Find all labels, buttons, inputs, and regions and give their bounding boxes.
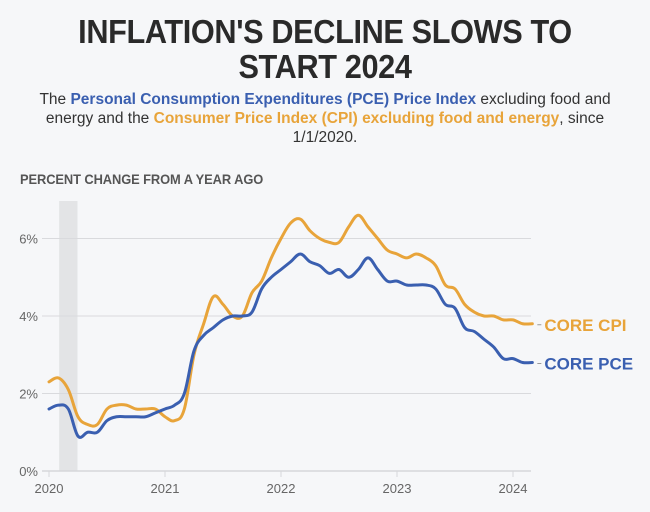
x-tick-label: 2020 bbox=[35, 481, 64, 496]
core-cpi-line bbox=[47, 213, 534, 428]
core-cpi-end-label: CORE CPI bbox=[544, 316, 626, 335]
end-labels: CORE CPI CORE PCE bbox=[537, 316, 633, 374]
x-tick-label: 2021 bbox=[151, 481, 180, 496]
x-tick-label: 2022 bbox=[267, 481, 296, 496]
chart-title-line2: START 2024 bbox=[238, 48, 412, 85]
gridlines bbox=[42, 238, 531, 472]
core-pce-end-label: CORE PCE bbox=[544, 355, 633, 374]
y-axis-ticks: 0% 2% 4% 6% bbox=[19, 232, 38, 480]
chart-title: INFLATION'S DECLINE SLOWS TO START 2024 bbox=[23, 14, 628, 84]
chart-subtitle: The Personal Consumption Expenditures (P… bbox=[25, 90, 625, 147]
x-axis: 2020 2021 2022 2023 2024 bbox=[35, 471, 528, 496]
x-tick-label: 2023 bbox=[383, 481, 412, 496]
y-axis-label: PERCENT CHANGE FROM A YEAR AGO bbox=[20, 171, 264, 187]
y-tick-label: 4% bbox=[19, 309, 38, 324]
core-pce-line bbox=[47, 252, 534, 439]
subtitle-text: , since 1/1/2020. bbox=[292, 110, 605, 146]
subtitle-text: The bbox=[39, 91, 71, 108]
chart-title-line1: INFLATION'S DECLINE SLOWS TO bbox=[78, 13, 572, 50]
y-tick-label: 2% bbox=[19, 387, 38, 402]
series-lines bbox=[47, 213, 534, 439]
y-tick-label: 0% bbox=[19, 464, 38, 479]
y-tick-label: 6% bbox=[19, 232, 38, 247]
x-tick-label: 2024 bbox=[499, 481, 528, 496]
cpi-index-highlight: Consumer Price Index (CPI) excluding foo… bbox=[153, 110, 560, 127]
pce-index-highlight: Personal Consumption Expenditures (PCE) … bbox=[70, 91, 477, 108]
subtitle-text: excluding food and energy and the bbox=[45, 91, 611, 127]
